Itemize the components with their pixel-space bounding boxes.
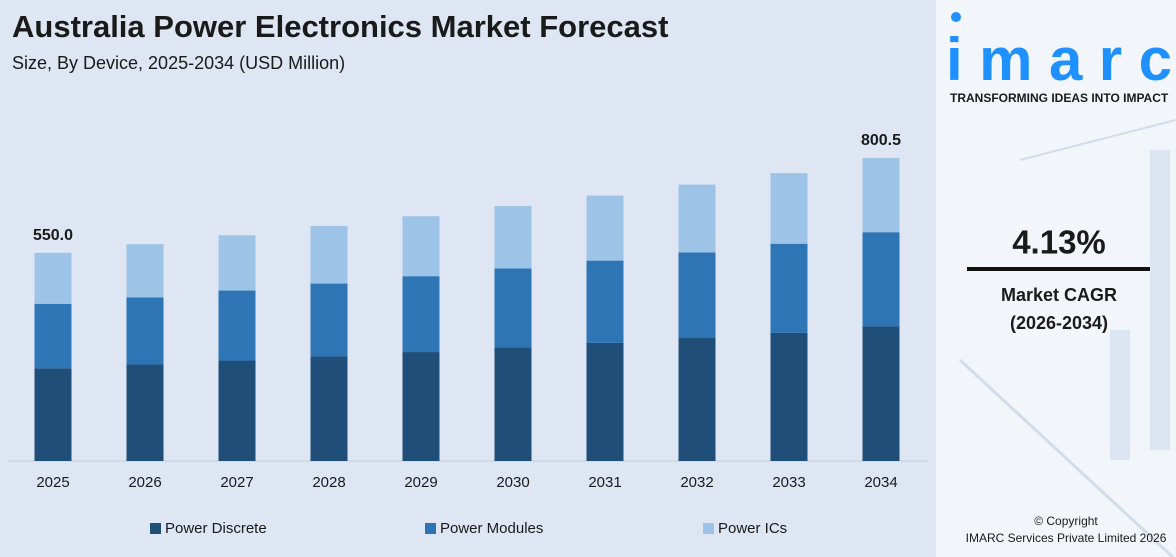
bar-segment bbox=[494, 347, 532, 461]
x-tick-label: 2031 bbox=[588, 474, 621, 491]
bar-segment bbox=[218, 290, 256, 361]
bar-segment bbox=[310, 356, 348, 461]
bar-segment bbox=[126, 364, 164, 461]
sidebar-bg bbox=[936, 0, 1176, 557]
x-tick-label: 2034 bbox=[864, 474, 897, 491]
bar-segment bbox=[218, 235, 256, 291]
bar-segment bbox=[770, 243, 808, 333]
bar-segment bbox=[310, 283, 348, 357]
bar-segment bbox=[34, 368, 72, 461]
cagr-period: (2026-2034) bbox=[1010, 313, 1108, 333]
legend-swatch bbox=[150, 523, 161, 534]
x-tick-label: 2032 bbox=[680, 474, 713, 491]
cagr-value: 4.13% bbox=[1012, 224, 1106, 261]
bar-segment bbox=[586, 195, 624, 261]
bar-segment bbox=[494, 206, 532, 269]
bar-segment bbox=[678, 184, 716, 253]
x-tick-label: 2029 bbox=[404, 474, 437, 491]
x-tick-label: 2025 bbox=[36, 474, 69, 491]
x-tick-label: 2028 bbox=[312, 474, 345, 491]
legend-label: Power ICs bbox=[718, 520, 787, 537]
logo: imarc bbox=[946, 26, 1172, 93]
chart-subtitle: Size, By Device, 2025-2034 (USD Million) bbox=[12, 53, 345, 73]
chart-title: Australia Power Electronics Market Forec… bbox=[12, 9, 668, 44]
bar-segment bbox=[862, 232, 900, 327]
legend-swatch bbox=[703, 523, 714, 534]
sidebar-decoration bbox=[958, 119, 1176, 557]
bar-segment bbox=[218, 360, 256, 461]
x-tick-label: 2026 bbox=[128, 474, 161, 491]
bar-segment bbox=[126, 244, 164, 298]
bar-segment bbox=[770, 332, 808, 461]
x-tick-label: 2030 bbox=[496, 474, 529, 491]
bar-segment bbox=[586, 342, 624, 461]
total-label: 550.0 bbox=[33, 227, 73, 244]
logo-dot bbox=[951, 12, 961, 22]
bar-segment bbox=[770, 173, 808, 244]
copyright: © Copyright bbox=[1034, 514, 1098, 528]
tagline: TRANSFORMING IDEAS INTO IMPACT bbox=[950, 91, 1169, 105]
x-tick-label: 2027 bbox=[220, 474, 253, 491]
total-label: 800.5 bbox=[861, 132, 901, 149]
bar-segment bbox=[126, 297, 164, 365]
legend-swatch bbox=[425, 523, 436, 534]
bar-segment bbox=[862, 326, 900, 461]
legend-label: Power Modules bbox=[440, 520, 543, 537]
x-tick-label: 2033 bbox=[772, 474, 805, 491]
bar-segment bbox=[310, 225, 348, 284]
bar-segment bbox=[402, 276, 440, 353]
bar-segment bbox=[402, 352, 440, 461]
company: IMARC Services Private Limited 2026 bbox=[966, 531, 1167, 545]
bar-segment bbox=[678, 252, 716, 339]
cagr-label: Market CAGR bbox=[1001, 285, 1117, 305]
bar-segment bbox=[678, 338, 716, 461]
bar-segment bbox=[586, 260, 624, 343]
bar-segment bbox=[34, 303, 72, 369]
cagr-rule bbox=[967, 267, 1150, 271]
bar-segment bbox=[494, 268, 532, 348]
bar-segment bbox=[34, 252, 72, 304]
bar-segment bbox=[862, 158, 900, 233]
bar-segment bbox=[402, 216, 440, 277]
legend-label: Power Discrete bbox=[165, 520, 267, 537]
